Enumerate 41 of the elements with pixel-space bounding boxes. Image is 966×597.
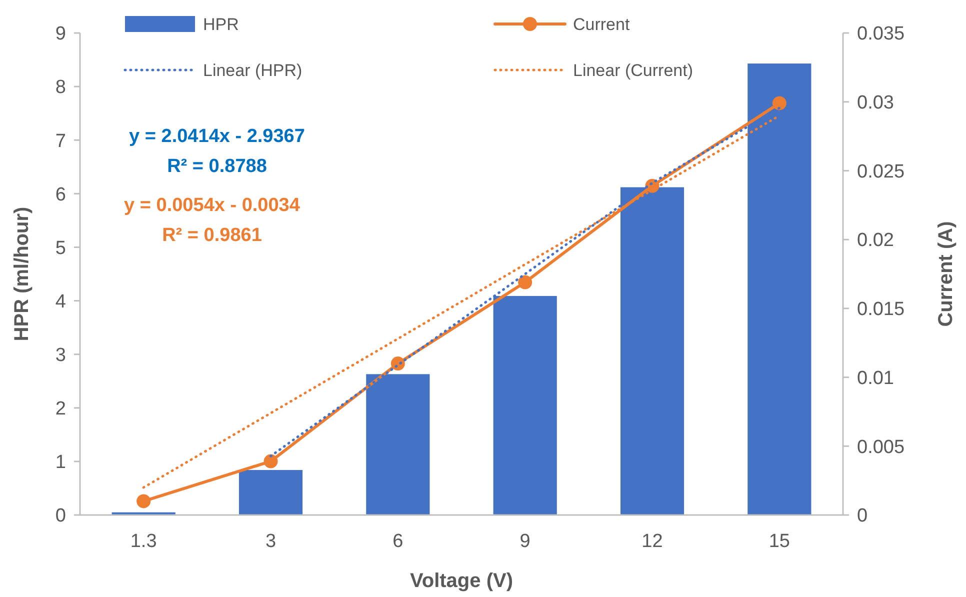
legend-label: Linear (Current) xyxy=(573,60,693,80)
legend-label: Linear (HPR) xyxy=(203,60,302,80)
y-tick-label: 4 xyxy=(55,291,66,312)
y2-tick-label: 0.005 xyxy=(857,436,905,458)
x-tick-label: 15 xyxy=(768,531,790,552)
y2-tick-label: 0.015 xyxy=(857,299,905,320)
y-tick-label: 3 xyxy=(55,344,66,366)
y-tick-label: 0 xyxy=(55,506,66,527)
legend-label: HPR xyxy=(203,14,239,34)
y-tick-label: 9 xyxy=(55,24,66,45)
y-tick-label: 5 xyxy=(55,238,66,259)
y2-tick-label: 0.025 xyxy=(857,161,905,182)
annotation: y = 0.0054x - 0.0034 xyxy=(124,195,300,216)
point xyxy=(264,454,278,468)
x-tick-label: 9 xyxy=(520,531,530,552)
point xyxy=(518,275,532,290)
y2-tick-label: 0 xyxy=(857,506,868,527)
y-tick-label: 7 xyxy=(55,130,66,152)
y-tick-label: 2 xyxy=(55,398,66,420)
annotation: R² = 0.9861 xyxy=(162,225,262,246)
point xyxy=(390,356,405,371)
point xyxy=(772,96,786,110)
point xyxy=(136,494,151,508)
y-tick-label: 6 xyxy=(55,184,66,206)
y-tick-label: 8 xyxy=(55,77,66,98)
y2-axis-title: Current (A) xyxy=(935,221,957,327)
annotation: R² = 0.8788 xyxy=(167,156,267,177)
x-axis-title: Voltage (V) xyxy=(410,570,513,592)
y2-tick-label: 0.03 xyxy=(857,92,894,114)
bar xyxy=(238,470,303,515)
x-tick-label: 3 xyxy=(265,531,276,552)
annotation: y = 2.0414x - 2.9367 xyxy=(129,126,305,147)
y2-tick-label: 0.01 xyxy=(857,368,894,389)
y-axis-title: HPR (ml/hour) xyxy=(11,206,33,342)
x-tick-label: 12 xyxy=(642,531,663,552)
legend-label: Current xyxy=(573,14,630,34)
x-tick-label: 1.3 xyxy=(130,531,157,552)
y-tick-label: 1 xyxy=(55,452,66,474)
y2-tick-label: 0.035 xyxy=(857,24,905,45)
y2-tick-label: 0.02 xyxy=(857,230,894,252)
x-tick-label: 6 xyxy=(392,531,404,552)
